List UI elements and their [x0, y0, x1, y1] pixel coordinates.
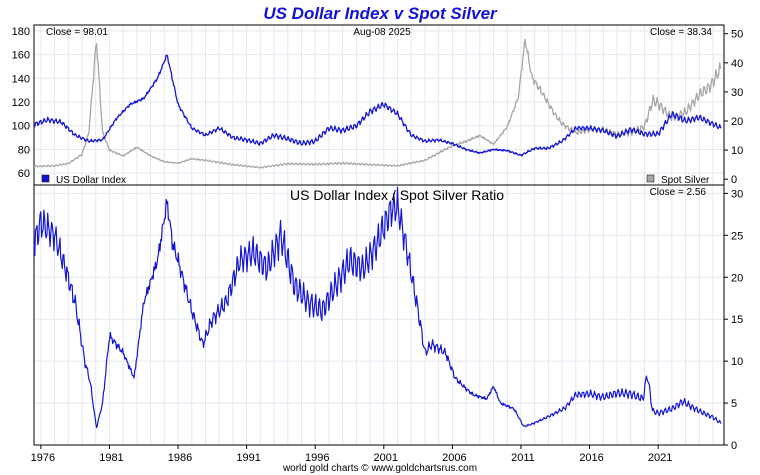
x-tick-label: 2006 — [442, 452, 466, 464]
top-left-tick-label: 100 — [12, 121, 30, 133]
top-series-layer — [33, 38, 722, 169]
dollar-close-readout: Close = 98.01 — [46, 27, 108, 38]
date-label: Aug-08 2025 — [353, 27, 411, 38]
top-left-axis-labels: 60 80 100 120 140 160 180 — [12, 26, 30, 180]
legend-label-silver: Spot Silver — [661, 175, 710, 186]
top-right-tick-label: 40 — [731, 58, 743, 70]
top-right-tick-label: 0 — [731, 174, 737, 186]
x-tick-label: 1996 — [305, 452, 329, 464]
top-right-tick-label: 20 — [731, 116, 743, 128]
ratio-title: US Dollar Index / Spot Silver Ratio — [290, 187, 504, 203]
top-panel: 60 80 100 120 140 160 180 0 10 20 30 40 50 Close = … — [12, 24, 743, 186]
legend-label-dollar: US Dollar Index — [56, 175, 126, 186]
bottom-right-tick-label: 0 — [731, 440, 737, 452]
x-tick-label: 2021 — [648, 452, 672, 464]
top-right-axis-labels: 0 10 20 30 40 50 — [724, 29, 743, 186]
bottom-series-layer — [33, 186, 722, 429]
bottom-grid — [34, 185, 724, 446]
x-tick-label: 1976 — [31, 452, 55, 464]
bottom-panel-frame — [33, 184, 725, 446]
top-right-tick-label: 50 — [731, 29, 743, 41]
x-tick-label: 2016 — [579, 452, 603, 464]
source-credit: world gold charts © www.goldchartsrus.co… — [282, 463, 477, 474]
bottom-right-axis-labels: 0 5 10 15 20 25 30 — [724, 188, 743, 452]
bottom-right-tick-label: 20 — [731, 272, 743, 284]
bottom-right-tick-label: 25 — [731, 230, 743, 242]
x-tick-label: 1991 — [236, 452, 260, 464]
bottom-right-tick-label: 10 — [731, 356, 743, 368]
top-left-tick-label: 120 — [12, 97, 30, 109]
legend-swatch-silver — [646, 174, 655, 183]
top-left-tick-label: 180 — [12, 26, 30, 38]
top-left-tick-label: 60 — [18, 168, 30, 180]
top-left-tick-label: 80 — [18, 144, 30, 156]
spot-silver-line — [33, 38, 722, 169]
silver-close-readout: Close = 38.34 — [650, 27, 712, 38]
bottom-right-tick-label: 15 — [731, 314, 743, 326]
legend-swatch-dollar — [41, 174, 50, 183]
chart-title: US Dollar Index v Spot Silver — [263, 4, 498, 23]
top-grid — [34, 25, 724, 185]
x-axis-labels: 1976 1981 1986 1991 1996 2001 2006 2011 2016 2021 — [31, 445, 672, 464]
bottom-panel: 0 5 10 15 20 25 30 US Dollar Index / Spot Silv… — [33, 184, 743, 452]
x-tick-label: 1981 — [99, 452, 123, 464]
x-tick-label: 1986 — [168, 452, 192, 464]
top-left-tick-label: 140 — [12, 73, 30, 85]
bottom-right-tick-label: 30 — [731, 188, 743, 200]
top-right-tick-label: 30 — [731, 87, 743, 99]
top-right-tick-label: 10 — [731, 145, 743, 157]
ratio-close-readout: Close = 2.56 — [650, 187, 707, 198]
x-tick-label: 2011 — [511, 452, 535, 464]
ratio-line — [33, 186, 722, 429]
top-left-tick-label: 160 — [12, 50, 30, 62]
us-dollar-index-line — [33, 54, 722, 157]
x-tick-label: 2001 — [374, 452, 398, 464]
bottom-right-tick-label: 5 — [731, 398, 737, 410]
